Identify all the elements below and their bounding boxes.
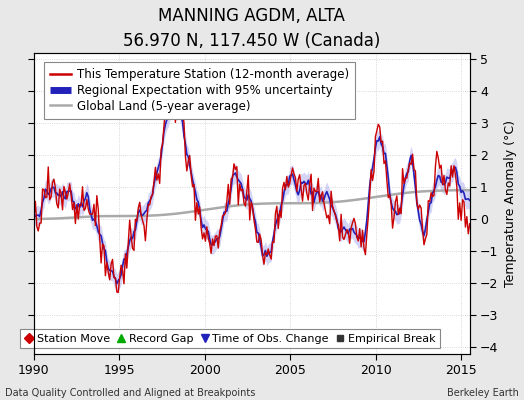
- Title: MANNING AGDM, ALTA
56.970 N, 117.450 W (Canada): MANNING AGDM, ALTA 56.970 N, 117.450 W (…: [123, 7, 380, 50]
- Text: Berkeley Earth: Berkeley Earth: [447, 388, 519, 398]
- Y-axis label: Temperature Anomaly (°C): Temperature Anomaly (°C): [504, 120, 517, 287]
- Legend: Station Move, Record Gap, Time of Obs. Change, Empirical Break: Station Move, Record Gap, Time of Obs. C…: [20, 329, 440, 348]
- Text: Data Quality Controlled and Aligned at Breakpoints: Data Quality Controlled and Aligned at B…: [5, 388, 256, 398]
